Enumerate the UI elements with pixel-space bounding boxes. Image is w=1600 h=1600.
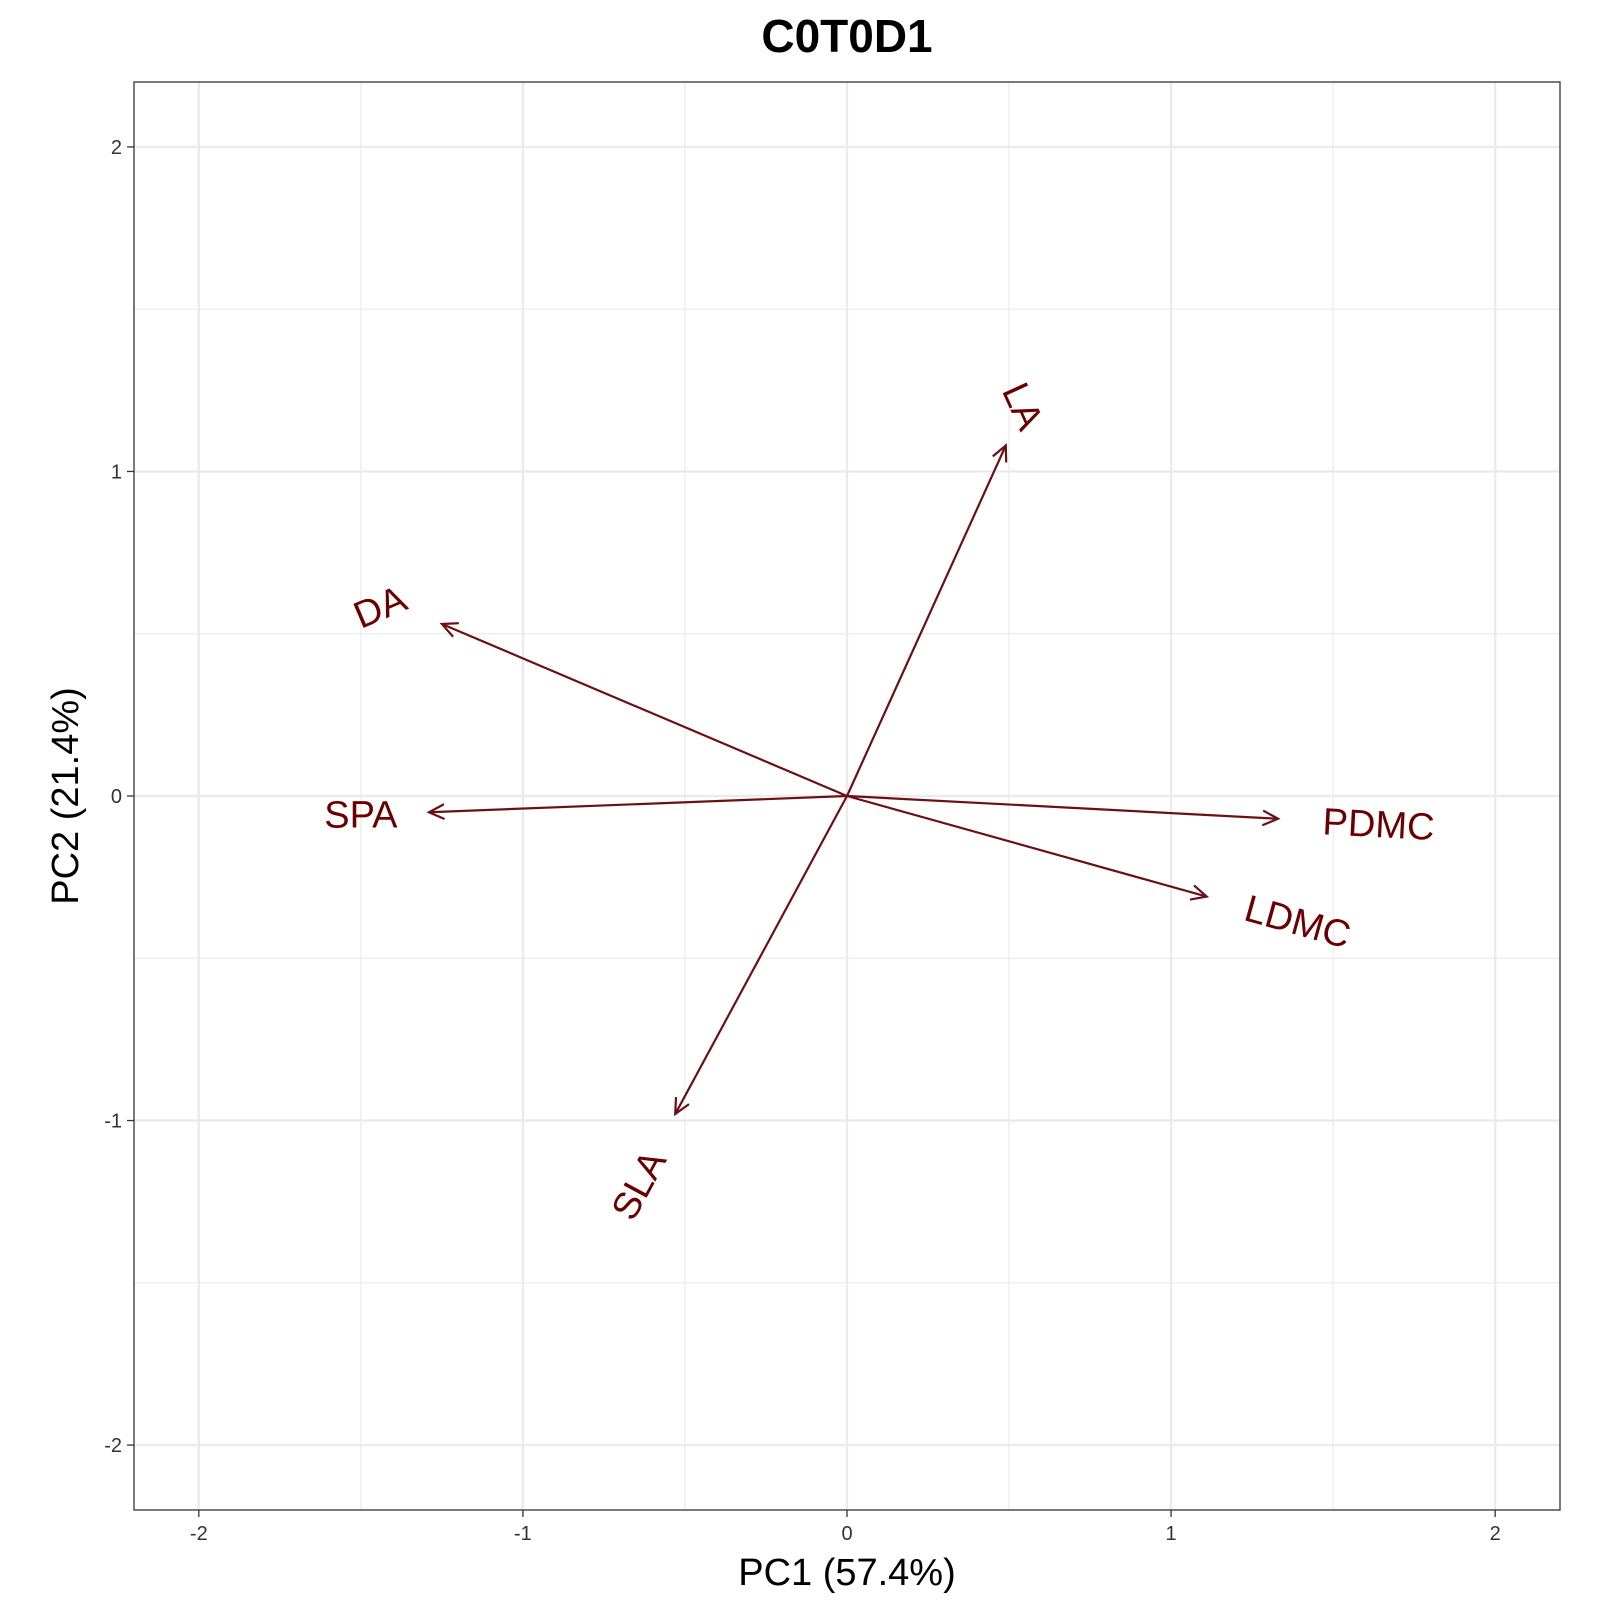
y-tick-label: -2	[104, 1435, 122, 1457]
x-tick-label: -1	[514, 1523, 532, 1545]
vector-arrowhead-la	[992, 443, 1008, 463]
vector-label-pdmc: PDMC	[1322, 801, 1436, 849]
vector-arrow-la	[845, 445, 1007, 797]
vector-arrow-da	[441, 622, 848, 798]
vector-arrowhead-pdmc	[1261, 809, 1281, 827]
y-tick-label: 2	[111, 137, 122, 159]
vector-arrowhead-ldmc	[1189, 884, 1210, 901]
x-tick-label: 1	[1166, 1523, 1177, 1545]
x-axis-title: PC1 (57.4%)	[738, 1552, 956, 1594]
vector-arrow-sla	[674, 795, 848, 1115]
ticks-layer: -2 -1 0 1 2 -2 -1 0 1 2	[104, 137, 1501, 1545]
y-tick-label: -1	[104, 1111, 122, 1133]
y-axis-title: PC2 (21.4%)	[45, 687, 87, 905]
y-tick-label: 1	[111, 461, 122, 483]
vector-arrow-pdmc	[846, 794, 1279, 820]
grid-layer	[134, 82, 1560, 1510]
vector-label-la: LA	[993, 377, 1051, 437]
x-tick-label: 2	[1490, 1523, 1501, 1545]
vector-label-spa: SPA	[324, 794, 398, 836]
vector-arrowhead-sla	[674, 1097, 690, 1117]
labels-layer: LA DA SPA PDMC LDMC SLA	[324, 377, 1435, 1227]
vector-label-ldmc: LDMC	[1240, 888, 1355, 957]
chart-title: C0T0D1	[761, 10, 932, 62]
vector-label-sla: SLA	[604, 1143, 675, 1227]
vector-arrowhead-spa	[426, 803, 445, 821]
vector-arrow-spa	[428, 794, 848, 814]
arrows-layer	[426, 443, 1281, 1117]
vector-label-da: DA	[348, 578, 414, 638]
x-tick-label: 0	[841, 1523, 852, 1545]
y-tick-label: 0	[111, 786, 122, 808]
x-tick-label: -2	[190, 1523, 208, 1545]
vector-arrow-ldmc	[846, 794, 1208, 898]
vector-arrowhead-da	[439, 622, 459, 638]
